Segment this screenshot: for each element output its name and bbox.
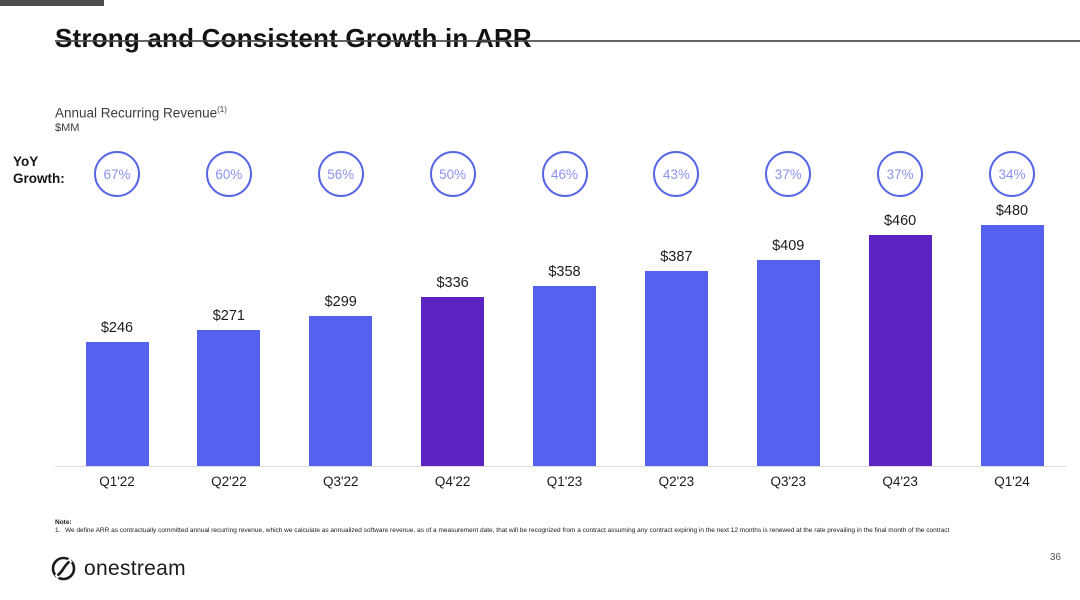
x-axis-line [55, 466, 1066, 467]
yoy-growth-label: YoY Growth: [13, 153, 65, 187]
bar-value-label: $409 [772, 238, 805, 254]
bar-Q2'22 [197, 330, 261, 466]
bar-value-label: $336 [436, 275, 469, 291]
yoy-label-line2: Growth: [13, 171, 65, 186]
yoy-growth-circle: 37% [877, 151, 924, 197]
bar-value-label: $387 [660, 249, 693, 265]
x-axis-label: Q1'24 [994, 474, 1030, 489]
x-axis-label: Q1'22 [99, 474, 135, 489]
yoy-growth-circle: 46% [541, 151, 588, 197]
logo-wordmark: onestream [84, 556, 186, 580]
chart-metric-label: Annual Recurring Revenue(1) [55, 105, 227, 121]
bar-Q2'23 [644, 271, 708, 466]
x-axis-label: Q3'23 [770, 474, 807, 489]
bar-Q3'22 [309, 316, 373, 466]
bar-value-label: $246 [100, 320, 134, 336]
yoy-growth-circle: 43% [653, 151, 700, 197]
x-axis-label: Q4'22 [434, 474, 471, 489]
yoy-growth-circle: 34% [989, 151, 1035, 197]
bar-value-label: $460 [883, 213, 917, 229]
title-underline [55, 40, 1080, 42]
bar-value-label: $480 [995, 203, 1029, 219]
x-axis-label: Q1'23 [546, 474, 583, 489]
yoy-growth-circle: 50% [429, 151, 476, 197]
onestream-logo-icon [51, 556, 76, 581]
bar-value-label: $358 [548, 264, 581, 280]
x-axis-label: Q2'22 [211, 474, 247, 489]
note-item: 1. We define ARR as contractually commit… [55, 527, 1045, 535]
screen-artifact [0, 0, 104, 6]
bar-Q1'24 [980, 225, 1044, 466]
slide-title: Strong and Consistent Growth in ARR [55, 23, 532, 54]
bar-Q4'22 [421, 297, 485, 466]
yoy-growth-circle: 37% [765, 151, 812, 197]
x-axis-label: Q2'23 [658, 474, 695, 489]
company-logo: onestream [50, 555, 186, 582]
bar-Q4'23 [868, 235, 932, 466]
yoy-growth-circle: 60% [205, 151, 252, 197]
note-item-text: We define ARR as contractually committed… [65, 526, 950, 534]
yoy-label-line1: YoY [13, 154, 39, 169]
bar-Q1'22 [85, 342, 149, 466]
x-axis-label: Q3'22 [322, 474, 359, 489]
note-heading: Note: [55, 519, 72, 526]
yoy-growth-circle: 67% [94, 151, 140, 197]
yoy-growth-circle: 56% [317, 151, 364, 197]
bar-Q3'23 [756, 260, 820, 466]
bar-value-label: $299 [324, 294, 357, 310]
footnote-marker: (1) [217, 105, 227, 114]
note-item-number: 1. [55, 526, 61, 534]
page-number: 36 [1049, 552, 1061, 563]
footnote-block: Note: 1. We define ARR as contractually … [55, 519, 1045, 534]
chart-unit-label: $MM [55, 122, 80, 134]
x-axis-label: Q4'23 [882, 474, 918, 489]
metric-label-text: Annual Recurring Revenue [55, 105, 218, 121]
bar-value-label: $271 [212, 308, 245, 324]
bar-Q1'23 [533, 286, 596, 466]
